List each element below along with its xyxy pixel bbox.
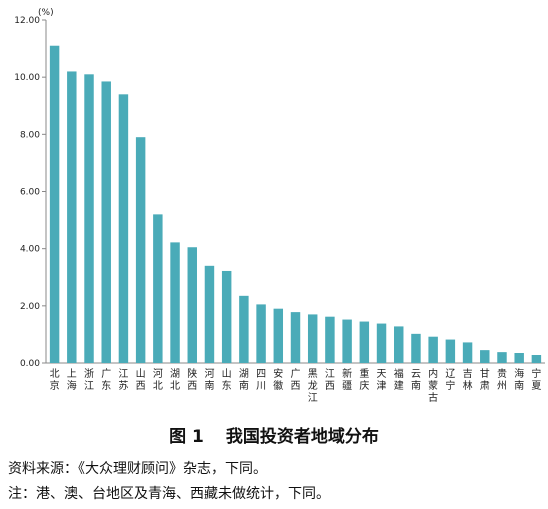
x-category-label: 内蒙古 [428,367,438,404]
x-category-label: 贵州 [497,367,507,392]
x-category-label: 河南 [204,368,214,392]
x-category-label: 甘肃 [480,367,490,392]
y-tick-label: 6.00 [20,188,40,198]
bar [428,336,438,363]
source-note: 资料来源：《大众理财顾问》杂志，下同。 [8,461,267,477]
x-category-label: 新疆 [342,367,352,392]
bar [445,339,456,363]
y-unit-label: (%) [38,8,54,18]
bar [359,321,370,363]
x-category-label: 宁夏 [531,367,541,392]
x-category-label: 福建 [394,367,404,392]
figure-title: 我国投资者地域分布 [225,427,379,447]
x-category-label: 山西 [136,368,146,392]
x-axis-labels: 北京上海浙江广东江苏山西河北湖北陕西河南山东湖南四川安徽广西黑龙江江西新疆重庆天… [50,367,542,404]
bar [394,326,404,363]
x-category-label: 重庆 [359,367,369,392]
bar [307,314,318,363]
x-category-label: 浙江 [84,368,94,392]
y-tick-label: 8.00 [20,130,40,140]
bar-series [49,45,542,363]
y-tick-label: 12.00 [14,16,40,26]
bar [153,214,163,363]
bar [531,355,542,363]
x-category-label: 河北 [153,368,163,392]
bar [411,333,421,363]
y-axis: 0.00 2.00 4.00 6.00 8.00 10.00 12.00 [14,16,545,369]
bar [462,342,473,363]
x-category-label: 江西 [325,368,335,392]
bar [290,312,301,363]
y-tick-label: 0.00 [20,359,40,369]
x-category-label: 四川 [256,369,266,392]
x-category-label: 陕西 [187,367,197,392]
figure-caption: 图 1 我国投资者地域分布 [0,422,548,447]
x-category-label: 安徽 [273,367,283,392]
x-category-label: 黑龙江 [308,368,318,404]
y-tick-label: 2.00 [20,302,40,312]
bar [187,247,197,363]
bar [239,295,249,363]
bar [256,304,266,363]
bar [118,94,129,363]
bar [480,350,490,363]
bar [273,308,284,363]
x-category-label: 湖南 [239,368,249,392]
x-category-label: 上海 [67,368,77,392]
x-category-label: 北京 [50,368,60,392]
x-category-label: 江苏 [118,368,128,392]
bar [221,270,232,363]
x-category-label: 海南 [514,367,524,392]
bar [84,74,94,363]
bar [67,71,77,363]
bar [101,81,111,363]
y-tick-label: 10.00 [14,73,40,83]
x-category-label: 广东 [101,368,111,392]
bar [514,353,524,363]
bar [342,319,352,363]
bar [135,137,146,363]
bar [49,45,60,363]
bar [376,323,387,363]
x-category-label: 云南 [411,369,421,392]
figure-number: 图 1 [169,427,204,447]
x-category-label: 吉林 [463,368,473,392]
bar [170,242,180,363]
x-category-label: 湖北 [170,368,180,392]
x-category-label: 山东 [222,368,232,392]
x-category-label: 天津 [377,369,387,392]
bar-chart: (%) 0.00 2.00 4.00 6.00 8.00 10.00 12.00 北京上海浙… [14,8,545,404]
bar [497,352,507,363]
bar [325,316,335,363]
x-category-label: 广西 [291,368,301,392]
remark-note: 注：港、澳、台地区及青海、西藏未做统计，下同。 [8,486,330,502]
bar [204,265,215,363]
y-tick-label: 4.00 [20,245,40,255]
x-category-label: 辽宁 [445,368,455,392]
